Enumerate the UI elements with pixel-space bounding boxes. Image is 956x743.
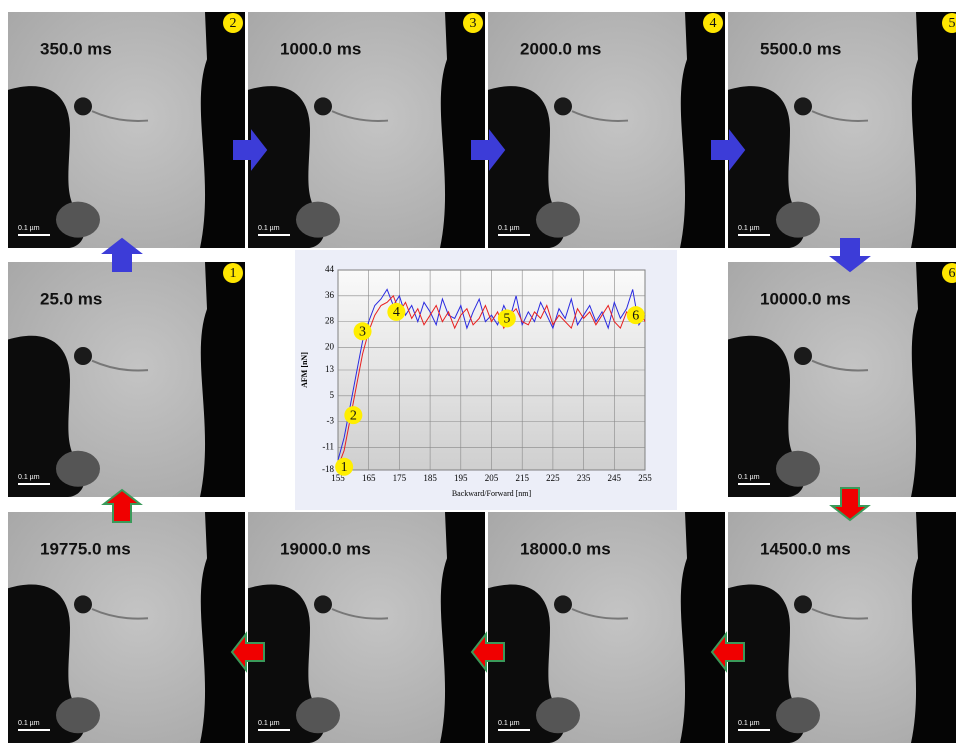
- annotation-label: 3: [359, 325, 366, 340]
- time-label: 1000.0 ms: [280, 39, 361, 58]
- grey-lobe: [296, 202, 340, 238]
- badge-number: 2: [230, 16, 237, 31]
- x-tick-label: 235: [577, 473, 591, 483]
- image-panel: 2000.0 ms 0.1 µm 4: [488, 12, 725, 248]
- grey-lobe: [536, 202, 580, 238]
- x-tick-label: 225: [546, 473, 560, 483]
- annotation-label: 1: [341, 460, 348, 475]
- grey-lobe: [296, 697, 340, 733]
- x-tick-label: 215: [515, 473, 529, 483]
- sphere: [554, 595, 572, 613]
- x-tick-label: 165: [362, 473, 376, 483]
- scale-bar-label: 0.1 µm: [738, 474, 760, 481]
- time-label: 2000.0 ms: [520, 39, 601, 58]
- scale-bar-label: 0.1 µm: [498, 720, 520, 727]
- x-tick-label: 195: [454, 473, 468, 483]
- image-panel: 19000.0 ms 0.1 µm: [248, 512, 485, 743]
- badge-number: 5: [949, 16, 956, 31]
- grey-lobe: [776, 202, 820, 238]
- grey-lobe: [56, 697, 100, 733]
- badge-number: 6: [949, 266, 956, 281]
- y-tick-label: 5: [330, 390, 335, 400]
- scale-bar-label: 0.1 µm: [18, 474, 40, 481]
- y-tick-label: 44: [325, 264, 335, 274]
- dark-edge: [911, 12, 956, 248]
- time-label: 18000.0 ms: [520, 539, 611, 558]
- sphere: [314, 595, 332, 613]
- image-panel: 25.0 ms 0.1 µm 1: [8, 262, 245, 497]
- x-tick-label: 175: [393, 473, 407, 483]
- badge-number: 1: [230, 266, 237, 281]
- badge-number: 4: [710, 16, 717, 31]
- scale-bar-label: 0.1 µm: [258, 225, 280, 232]
- grey-lobe: [56, 451, 100, 487]
- annotation-label: 4: [393, 305, 400, 320]
- annotation-label: 6: [632, 308, 639, 323]
- dark-edge: [680, 12, 725, 248]
- figure: 350.0 ms 0.1 µm 2 1000.0 ms 0.1 µm 3 2000.0 ms…: [0, 0, 956, 743]
- time-label: 25.0 ms: [40, 289, 102, 308]
- dark-edge: [911, 512, 956, 743]
- dark-edge: [200, 12, 245, 248]
- x-tick-label: 205: [485, 473, 499, 483]
- time-label: 10000.0 ms: [760, 289, 851, 308]
- dark-edge: [200, 512, 245, 743]
- page: {"panels": [ {"label": "350.0 ms", "badg…: [0, 0, 956, 743]
- x-axis-title: Backward/Forward [nm]: [452, 489, 532, 498]
- dark-edge: [440, 512, 485, 743]
- y-tick-label: 13: [325, 364, 335, 374]
- image-panel: 19775.0 ms 0.1 µm: [8, 512, 245, 743]
- scale-bar-label: 0.1 µm: [738, 225, 760, 232]
- image-panel: 5500.0 ms 0.1 µm 5: [728, 12, 956, 248]
- time-label: 19000.0 ms: [280, 539, 371, 558]
- scale-bar-label: 0.1 µm: [738, 720, 760, 727]
- sphere: [74, 347, 92, 365]
- dark-edge: [680, 512, 725, 743]
- dark-edge: [440, 12, 485, 248]
- grey-lobe: [536, 697, 580, 733]
- x-tick-label: 255: [638, 473, 652, 483]
- time-label: 14500.0 ms: [760, 539, 851, 558]
- x-tick-label: 185: [423, 473, 437, 483]
- image-panel: 14500.0 ms 0.1 µm: [728, 512, 956, 743]
- dark-edge: [200, 262, 245, 497]
- sphere: [314, 97, 332, 115]
- sphere: [794, 97, 812, 115]
- y-tick-label: 36: [325, 290, 335, 300]
- y-tick-label: 20: [325, 341, 335, 351]
- grey-lobe: [776, 451, 820, 487]
- y-tick-label: -3: [327, 416, 335, 426]
- sphere: [74, 97, 92, 115]
- sphere: [794, 347, 812, 365]
- time-label: 19775.0 ms: [40, 539, 131, 558]
- image-panel: 10000.0 ms 0.1 µm 6: [728, 262, 956, 497]
- badge-number: 3: [470, 16, 477, 31]
- y-axis-title: AFM [nN]: [300, 352, 309, 388]
- time-label: 350.0 ms: [40, 39, 112, 58]
- dark-edge: [911, 262, 956, 497]
- x-tick-label: 245: [608, 473, 622, 483]
- image-panel: 1000.0 ms 0.1 µm 3: [248, 12, 485, 248]
- y-tick-label: 28: [325, 316, 335, 326]
- scale-bar-label: 0.1 µm: [18, 225, 40, 232]
- grey-lobe: [776, 697, 820, 733]
- annotation-label: 2: [350, 408, 357, 423]
- scale-bar-label: 0.1 µm: [18, 720, 40, 727]
- y-tick-label: -11: [322, 441, 334, 451]
- scale-bar-label: 0.1 µm: [498, 225, 520, 232]
- sphere: [74, 595, 92, 613]
- sphere: [794, 595, 812, 613]
- image-panel: 350.0 ms 0.1 µm 2: [8, 12, 245, 248]
- grey-lobe: [56, 202, 100, 238]
- sphere: [554, 97, 572, 115]
- scale-bar-label: 0.1 µm: [258, 720, 280, 727]
- time-label: 5500.0 ms: [760, 39, 841, 58]
- image-panel: 18000.0 ms 0.1 µm: [488, 512, 725, 743]
- annotation-label: 5: [503, 312, 510, 327]
